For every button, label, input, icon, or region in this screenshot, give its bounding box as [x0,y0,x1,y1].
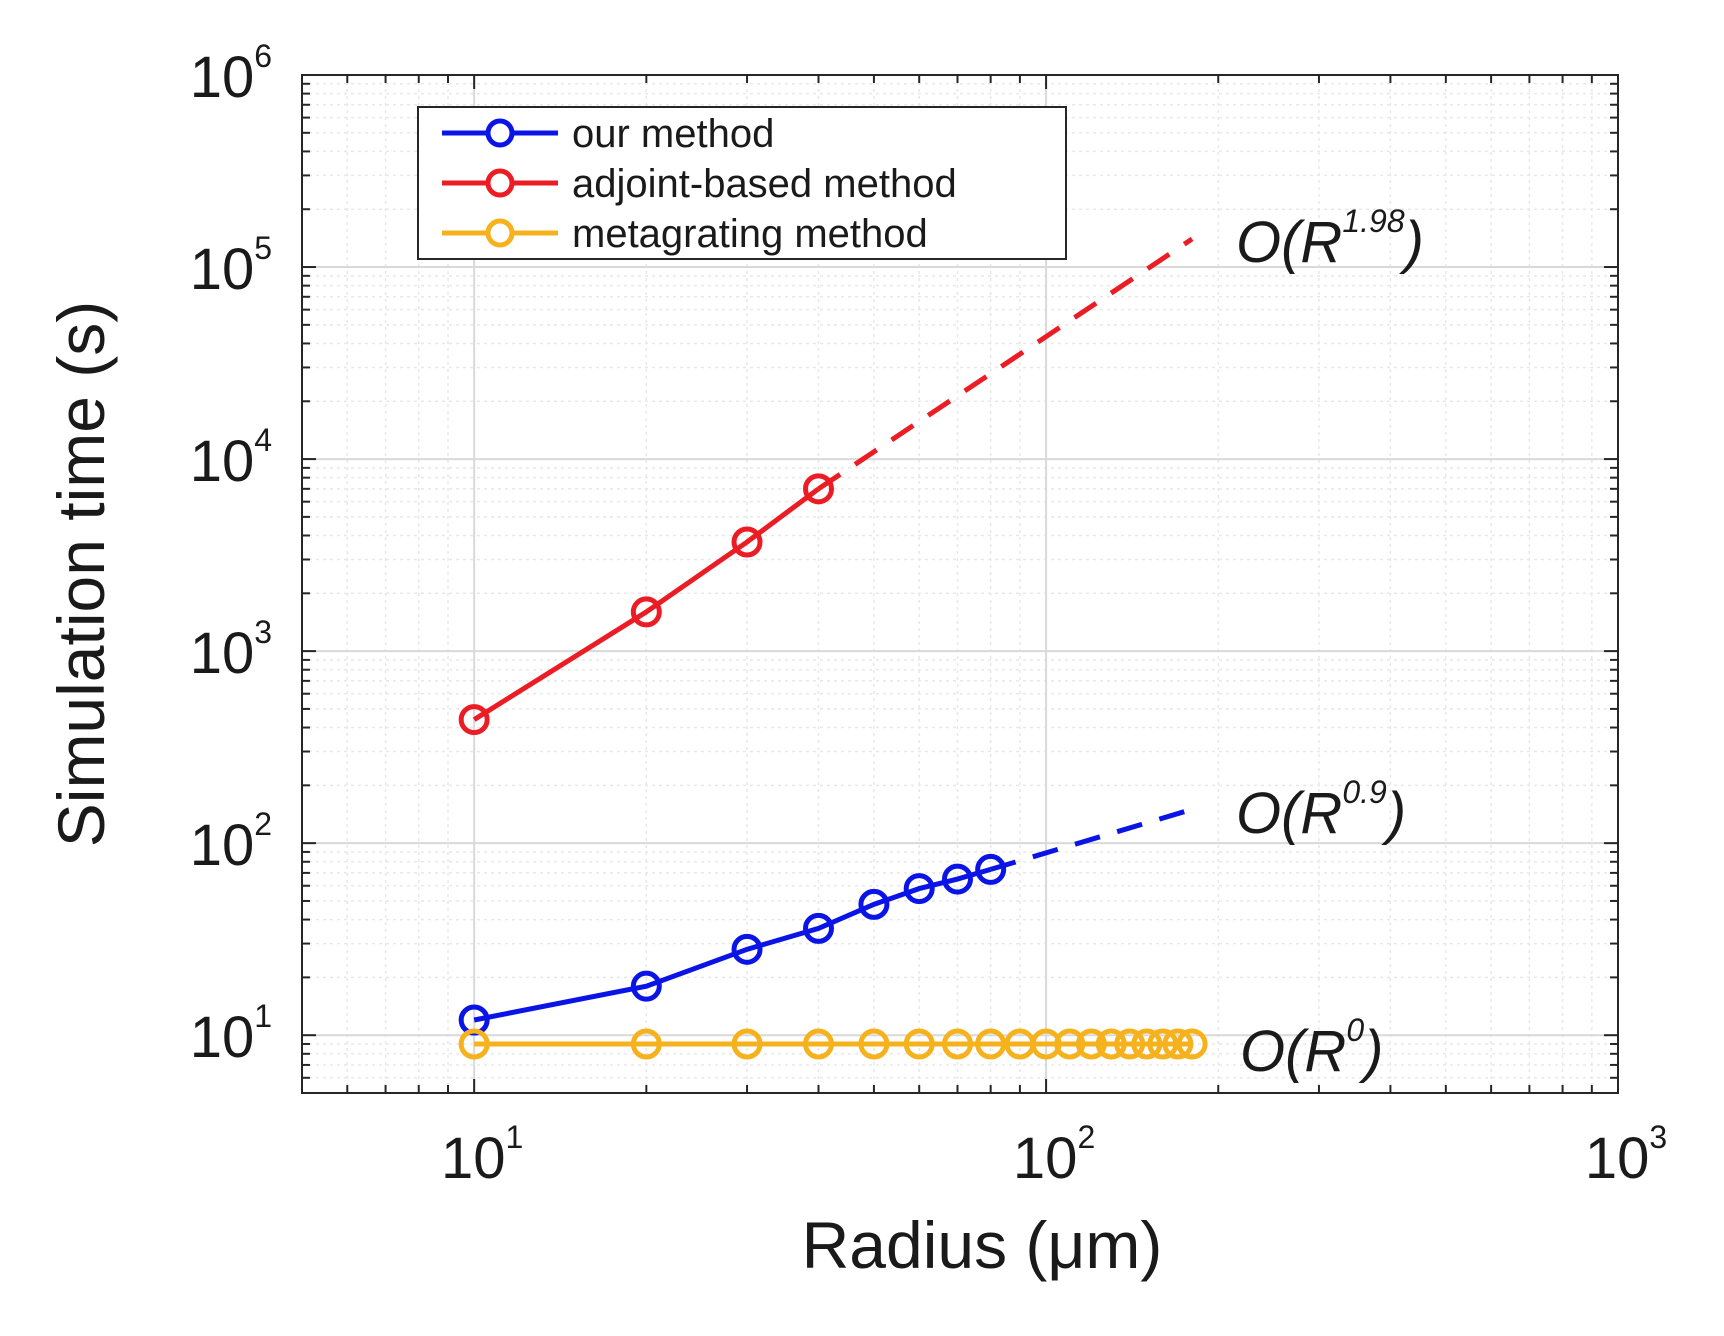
y-tick-label: 101 [190,998,272,1070]
data-point [802,912,834,944]
y-tick-label-base: 10 [190,621,255,686]
scaling-annotation: O(R1.98) [1236,203,1424,275]
annotation-exponent: 1.98 [1342,203,1404,239]
legend-label: metagrating method [572,212,928,256]
data-point [858,1028,890,1060]
y-tick-label-exponent: 3 [254,614,272,650]
legend-marker-swatch [485,168,515,198]
scaling-annotations: O(R0.9) O(R1.98) O(R0) [1236,203,1424,1084]
y-tick-label-base: 10 [190,1005,255,1070]
legend-item: adjoint-based method [442,162,957,206]
y-tick-label-exponent: 1 [254,998,272,1034]
x-tick-label-exponent: 2 [1077,1119,1095,1155]
data-point [630,596,662,628]
legend-item: metagrating method [442,212,928,256]
data-point [630,1028,662,1060]
series-layer [458,236,1208,1060]
legend-item: our method [442,112,774,156]
axis-ticks [301,74,1619,1094]
series-line [473,866,992,1023]
x-tick-label: 102 [1013,1119,1095,1191]
annotation-exponent: 0 [1346,1012,1364,1048]
annotation-prefix: O(R [1236,781,1342,846]
scaling-annotation: O(R0.9) [1236,774,1406,846]
y-tick-label-base: 10 [190,429,255,494]
x-tick-label-base: 10 [441,1126,506,1191]
series-line [472,486,820,722]
data-point [903,873,935,905]
x-tick-label-base: 10 [1013,1126,1078,1191]
annotation-prefix: O(R [1240,1019,1346,1084]
x-tick-label: 103 [1585,1119,1667,1191]
data-point [630,970,662,1002]
data-point [975,853,1007,885]
data-point [1176,1028,1208,1060]
legend-marker-swatch [485,118,515,148]
scaling-annotation: O(R0) [1240,1012,1383,1084]
data-point [903,1028,935,1060]
data-point [975,1028,1007,1060]
y-tick-label-base: 10 [190,45,255,110]
data-point [458,704,490,736]
extrapolation-line [989,806,1193,872]
series-metagrating-method [458,1028,1208,1060]
data-point [802,473,834,505]
y-tick-label-exponent: 5 [254,230,272,266]
y-tick-label: 102 [190,806,272,878]
x-tick-label-base: 10 [1585,1126,1650,1191]
annotation-prefix: O(R [1236,210,1342,275]
y-tick-label-exponent: 2 [254,806,272,842]
data-point [1075,1028,1107,1060]
y-axis-label: Simulation time (s) [44,301,118,847]
data-point [802,1028,834,1060]
legend-marker-swatch [485,218,515,248]
y-tick-label-base: 10 [190,237,255,302]
x-tick-label-exponent: 3 [1649,1119,1667,1155]
data-point [1004,1028,1036,1060]
y-tick-label: 106 [190,38,272,110]
data-point [1095,1028,1127,1060]
data-point [1131,1028,1163,1060]
y-tick-label-exponent: 6 [254,38,272,74]
legend-label: our method [572,112,774,156]
y-tick-label: 103 [190,614,272,686]
data-point [858,888,890,920]
data-point [731,933,763,965]
annotation-exponent: 0.9 [1342,774,1387,810]
legend-label: adjoint-based method [572,162,957,206]
data-point [941,863,973,895]
data-point [1054,1028,1086,1060]
y-tick-label-exponent: 4 [254,422,272,458]
data-point [731,1028,763,1060]
data-point [1114,1028,1146,1060]
legend: our method adjoint-based method metagratin… [417,106,1067,260]
x-axis-label: Radius (μm) [802,1208,1163,1282]
x-tick-label: 101 [441,1119,523,1191]
data-point [731,526,763,558]
y-tick-label-base: 10 [190,813,255,878]
series-our-method [458,806,1193,1036]
series-adjoint-based-method [458,236,1194,736]
data-point [941,1028,973,1060]
y-tick-label: 105 [190,230,272,302]
y-tick-label: 104 [190,422,272,494]
data-point [1147,1028,1179,1060]
x-tick-label-exponent: 1 [506,1119,524,1155]
extrapolation-line [817,236,1194,491]
data-point [458,1028,490,1060]
plot-area-frame [301,74,1619,1094]
data-point [1162,1028,1194,1060]
